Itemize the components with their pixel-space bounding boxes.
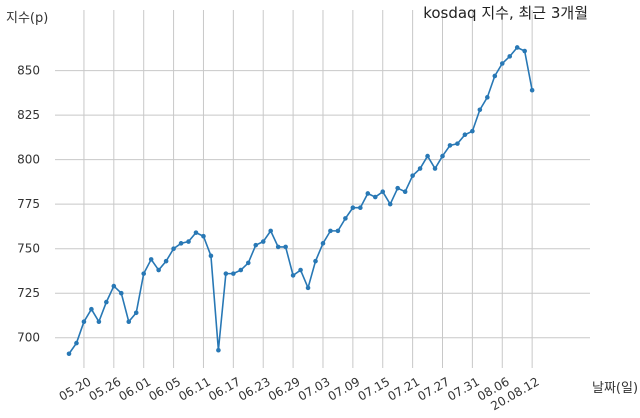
data-point [178,241,184,246]
data-point [387,201,393,207]
x-tick-label: 06.23 [236,374,273,403]
x-gridlines [83,10,533,368]
data-point [305,285,311,291]
data-point [283,244,288,250]
data-point [462,132,468,138]
y-tick-label: 775 [17,197,40,211]
data-point [328,228,333,234]
data-point [507,54,513,59]
x-tick-labels: 05.2005.2606.0106.0506.1106.1706.2306.29… [57,374,542,413]
data-point [290,273,296,278]
x-tick-label: 06.11 [176,374,213,403]
data-point [410,173,415,178]
data-point [171,246,176,251]
x-tick-label: 05.26 [87,374,124,403]
x-axis-label: 날짜(일) [592,381,638,396]
data-point [432,166,438,171]
x-tick-label: 06.05 [146,374,183,403]
y-tick-label: 700 [17,331,40,345]
data-point [440,153,445,159]
data-point [350,205,356,211]
data-point [514,45,520,50]
data-point [104,299,109,305]
data-point [141,271,146,276]
data-point [193,230,199,235]
y-tick-label: 725 [17,286,40,300]
data-point [298,267,303,273]
data-point [96,319,102,325]
data-point [216,347,221,353]
data-point [260,239,266,244]
data-point [253,242,259,248]
data-point [231,271,236,276]
data-point [186,239,191,244]
data-point [268,228,273,234]
data-point [402,189,408,195]
x-tick-label: 07.15 [355,374,392,403]
series-line [68,46,533,355]
data-point [163,258,169,264]
data-point [156,267,161,273]
data-point [320,241,326,246]
data-point [358,205,363,211]
data-point [208,253,214,259]
data-point [455,141,460,146]
data-point [126,319,132,325]
x-tick-label: 07.09 [326,374,363,403]
data-point [238,267,244,273]
x-tick-label: 07.03 [296,374,333,403]
data-point [380,189,386,195]
data-point [499,61,505,66]
data-point [492,73,498,79]
data-point [470,128,475,134]
data-point [223,271,229,276]
data-point [89,306,94,312]
data-point [118,290,124,296]
data-point [245,260,251,266]
series-points [66,45,535,357]
x-tick-label: 06.01 [116,374,153,403]
y-tick-labels: 700 725 750 775 800 825 850 [17,64,40,345]
data-point [201,233,206,239]
data-point [417,166,423,171]
data-point [275,244,281,250]
x-tick-label: 05.20 [57,374,94,403]
x-tick-label: 06.29 [266,374,303,403]
y-tick-label: 750 [17,242,40,256]
data-point [365,191,371,196]
data-point [343,216,348,221]
data-point [111,283,117,289]
data-point [395,185,400,191]
data-point [485,95,490,100]
data-point [335,228,341,234]
data-point [372,194,378,200]
data-point [74,340,79,346]
x-tick-label: 06.17 [206,374,243,403]
data-point [477,107,483,113]
data-point [81,319,87,325]
y-tick-label: 800 [17,153,40,167]
data-point [447,143,453,148]
x-tick-label: 07.27 [415,374,452,403]
data-point [66,351,72,357]
data-point [529,87,535,93]
data-point [313,258,318,264]
y-axis-label: 지수(p) [6,11,48,26]
data-point [522,48,527,54]
data-point [425,153,430,159]
x-tick-label: 07.31 [445,374,482,403]
y-tick-label: 825 [17,108,40,122]
x-tick-label: 07.21 [385,374,422,403]
y-tick-label: 850 [17,64,40,78]
data-point [133,310,139,316]
chart-title: kosdaq 지수, 최근 3개월 [423,4,588,22]
data-point [148,257,154,262]
